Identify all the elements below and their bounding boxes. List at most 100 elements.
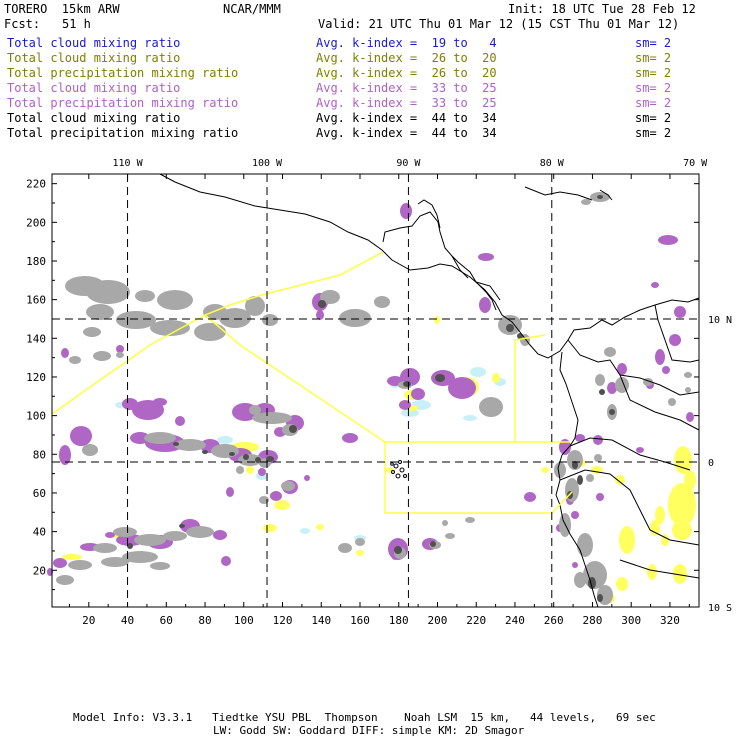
- latitude-label: 10 N: [708, 315, 732, 326]
- dark-cloud-core: [599, 389, 605, 395]
- dark-cloud-core: [572, 461, 578, 469]
- x-tick-label: 40: [121, 614, 134, 627]
- gray-cloud-area: [442, 520, 448, 526]
- y-tick-label: 20: [33, 564, 46, 577]
- gray-cloud-area: [355, 538, 365, 546]
- y-tick-label: 80: [33, 448, 46, 461]
- country-border: [451, 255, 469, 279]
- legend-field: Total cloud mixing ratio: [7, 36, 181, 50]
- yellow-cloud-area: [672, 520, 692, 540]
- longitude-label: 90 W: [396, 158, 421, 169]
- y-tick-label: 60: [33, 487, 46, 500]
- purple-cloud-area: [572, 562, 578, 568]
- gray-cloud-area: [86, 280, 130, 304]
- purple-cloud-area: [658, 235, 678, 245]
- purple-cloud-area: [342, 433, 358, 443]
- purple-cloud-area: [571, 511, 579, 519]
- purple-cloud-area: [59, 445, 71, 465]
- gray-cloud-area: [101, 557, 129, 567]
- x-tick-label: 120: [273, 614, 293, 627]
- yellow-cloud-area: [616, 577, 628, 591]
- gray-cloud-area: [113, 527, 137, 537]
- purple-cloud-area: [662, 366, 670, 374]
- purple-cloud-area: [53, 558, 67, 568]
- purple-cloud-area: [400, 203, 412, 219]
- gray-cloud-area: [320, 290, 340, 304]
- legend-kindex: Avg. k-index = 19 to 4: [316, 36, 497, 50]
- x-tick-label: 240: [505, 614, 525, 627]
- purple-cloud-area: [153, 398, 167, 406]
- purple-cloud-area: [304, 475, 310, 481]
- gray-cloud-area: [150, 320, 190, 336]
- gray-cloud-area: [567, 450, 583, 470]
- galapagos-island: [395, 473, 401, 479]
- gray-cloud-area: [586, 474, 594, 482]
- x-tick-label: 180: [389, 614, 409, 627]
- country-border: [569, 437, 691, 471]
- gray-cloud-area: [157, 290, 193, 310]
- legend-kindex: Avg. k-index = 33 to 25: [316, 96, 497, 110]
- dark-cloud-core: [255, 457, 261, 463]
- longitude-label: 100 W: [252, 158, 283, 169]
- yellow-cloud-area: [615, 475, 625, 485]
- gray-cloud-area: [93, 543, 117, 553]
- gray-cloud-area: [685, 387, 691, 393]
- legend-row: Total precipitation mixing ratio Avg. k-i…: [7, 66, 727, 81]
- gray-cloud-area: [595, 374, 605, 386]
- purple-cloud-area: [651, 282, 659, 288]
- gray-cloud-area: [211, 444, 239, 458]
- purple-cloud-area: [479, 297, 491, 313]
- purple-cloud-area: [596, 493, 604, 501]
- legend-field: Total precipitation mixing ratio: [7, 96, 239, 110]
- legend-kindex: Avg. k-index = 44 to 34: [316, 111, 497, 125]
- forecast-hours: 51 h: [62, 17, 91, 31]
- dark-cloud-core: [577, 475, 583, 485]
- purple-cloud-area: [270, 491, 282, 501]
- longitude-label: 80 W: [540, 158, 565, 169]
- gray-cloud-area: [445, 533, 455, 539]
- gray-cloud-area: [594, 454, 602, 462]
- legend-row: Total precipitation mixing ratio Avg. k-i…: [7, 126, 727, 141]
- gray-cloud-area: [134, 534, 166, 546]
- country-border: [619, 559, 700, 579]
- dark-cloud-core: [289, 425, 297, 433]
- coastline: [417, 199, 441, 229]
- dark-cloud-core: [266, 456, 274, 462]
- model-name: TORERO 15km ARW: [4, 2, 120, 16]
- coastline: [382, 211, 497, 311]
- gray-cloud-area: [174, 439, 206, 451]
- legend-row: Total cloud mixing ratio Avg. k-index = 1…: [7, 36, 727, 51]
- gray-cloud-area: [116, 352, 124, 358]
- purple-cloud-area: [593, 435, 603, 445]
- gray-cloud-area: [668, 398, 676, 406]
- dark-cloud-core: [597, 594, 603, 602]
- valid-time: Valid: 21 UTC Thu 01 Mar 12 (15 CST Thu …: [318, 17, 680, 31]
- galapagos-island: [391, 470, 395, 474]
- gray-cloud-area: [574, 572, 586, 588]
- x-tick-label: 260: [544, 614, 564, 627]
- x-tick-label: 20: [82, 614, 95, 627]
- purple-cloud-area: [575, 434, 585, 442]
- legend-smoothing: sm= 2: [635, 126, 672, 140]
- purple-cloud-area: [213, 530, 227, 540]
- purple-cloud-area: [617, 363, 627, 375]
- longitude-label: 110 W: [112, 158, 143, 169]
- purple-cloud-area: [636, 447, 644, 453]
- x-tick-label: 300: [621, 614, 641, 627]
- footer-model-info: Model Info: V3.3.1 Tiedtke YSU PBL Thomp…: [73, 711, 656, 724]
- latitude-label: 0: [708, 458, 714, 469]
- yellow-cloud-area: [246, 466, 254, 474]
- gray-cloud-area: [122, 551, 158, 563]
- purple-cloud-area: [478, 253, 494, 261]
- gray-cloud-area: [144, 432, 176, 444]
- legend-field: Total cloud mixing ratio: [7, 81, 181, 95]
- legend-smoothing: sm= 2: [635, 81, 672, 95]
- y-tick-label: 140: [26, 332, 46, 345]
- gray-cloud-area: [577, 533, 593, 557]
- gray-cloud-area: [82, 444, 98, 456]
- dark-cloud-core: [403, 381, 411, 387]
- gray-cloud-area: [186, 526, 214, 538]
- yellow-cloud-area: [619, 526, 635, 554]
- dark-cloud-core: [609, 409, 615, 415]
